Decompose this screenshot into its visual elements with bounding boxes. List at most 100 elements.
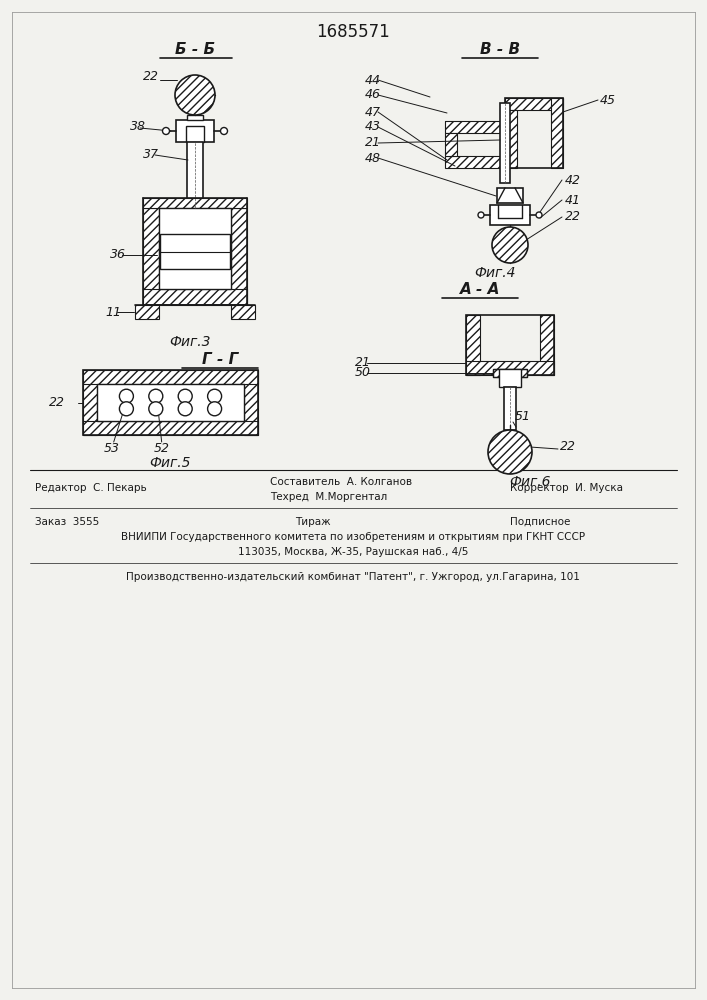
Circle shape (148, 389, 163, 403)
Bar (504, 387, 516, 430)
Bar (231, 208, 247, 305)
Bar (493, 369, 527, 377)
Text: 43: 43 (365, 120, 381, 133)
Bar (231, 305, 255, 319)
Bar (83, 421, 258, 435)
Circle shape (148, 402, 163, 416)
Text: В - В: В - В (480, 42, 520, 57)
Text: 36: 36 (110, 248, 126, 261)
Bar (143, 198, 247, 208)
Text: 46: 46 (365, 89, 381, 102)
Bar (505, 98, 563, 110)
Bar (445, 133, 457, 156)
Text: 44: 44 (365, 74, 381, 87)
Text: 51: 51 (515, 410, 531, 424)
Bar (505, 110, 517, 168)
Text: 21: 21 (355, 357, 371, 369)
Bar (505, 110, 517, 168)
Bar (83, 370, 258, 384)
Bar (213, 394, 216, 398)
Bar (143, 208, 159, 305)
Circle shape (488, 430, 532, 474)
Text: Производственно-издательский комбинат "Патент", г. Ужгород, ул.Гагарина, 101: Производственно-издательский комбинат "П… (126, 572, 580, 582)
Circle shape (536, 212, 542, 218)
Bar (83, 370, 258, 384)
Text: 50: 50 (355, 366, 371, 379)
Bar (213, 407, 216, 411)
Text: Фиг.5: Фиг.5 (149, 456, 191, 470)
Text: 41: 41 (565, 194, 581, 207)
Bar (490, 205, 530, 225)
Bar (143, 289, 247, 305)
Bar (244, 370, 258, 435)
Circle shape (221, 127, 228, 134)
Text: Тираж: Тираж (295, 517, 331, 527)
Text: 47: 47 (365, 105, 381, 118)
Bar (154, 394, 158, 398)
Bar (493, 369, 527, 377)
Bar (445, 156, 500, 168)
Bar (187, 115, 203, 120)
Bar (135, 305, 159, 319)
Bar (244, 370, 258, 435)
Bar (183, 394, 187, 398)
Text: 48: 48 (365, 151, 381, 164)
Bar (231, 305, 255, 319)
Circle shape (478, 212, 484, 218)
Text: 37: 37 (143, 148, 159, 161)
Bar (466, 315, 480, 375)
Bar (124, 394, 129, 398)
Bar (176, 120, 214, 142)
Text: 52: 52 (153, 442, 170, 456)
Circle shape (178, 389, 192, 403)
Bar (97, 384, 244, 421)
Bar (445, 156, 500, 168)
Circle shape (119, 402, 134, 416)
Text: 42: 42 (565, 174, 581, 186)
Bar (499, 369, 521, 387)
Text: 22: 22 (565, 211, 581, 224)
Bar (83, 370, 97, 435)
Circle shape (208, 402, 221, 416)
Bar (466, 361, 554, 375)
Bar (505, 98, 563, 168)
Circle shape (163, 127, 170, 134)
Text: Редактор  С. Пекарь: Редактор С. Пекарь (35, 483, 147, 493)
Bar (505, 98, 563, 110)
Bar (540, 315, 554, 375)
Bar (124, 407, 129, 411)
Bar (497, 188, 523, 203)
Bar (445, 133, 457, 156)
Text: Фиг.6: Фиг.6 (509, 475, 551, 489)
Bar (466, 361, 554, 375)
Bar (183, 407, 187, 411)
Text: Подписное: Подписное (510, 517, 571, 527)
Bar (83, 370, 97, 435)
Bar (551, 98, 563, 168)
Text: 45: 45 (600, 94, 616, 106)
Bar (187, 142, 203, 208)
Text: 53: 53 (104, 442, 119, 456)
Bar (551, 98, 563, 168)
Text: Корректор  И. Муска: Корректор И. Муска (510, 483, 623, 493)
Text: 22: 22 (560, 440, 576, 454)
Circle shape (492, 227, 528, 263)
Bar (160, 234, 230, 269)
Bar (540, 315, 554, 375)
Text: Б - Б: Б - Б (175, 42, 215, 57)
Bar (143, 198, 247, 208)
Bar (135, 305, 159, 319)
Text: Г - Г: Г - Г (201, 353, 238, 367)
Bar (186, 126, 204, 142)
Text: 22: 22 (143, 70, 159, 84)
Text: ВНИИПИ Государственного комитета по изобретениям и открытиям при ГКНТ СССР: ВНИИПИ Государственного комитета по изоб… (121, 532, 585, 542)
Circle shape (119, 389, 134, 403)
Bar (83, 370, 258, 435)
Bar (493, 369, 527, 377)
Circle shape (175, 75, 215, 115)
Text: 22: 22 (49, 396, 65, 410)
Bar (466, 315, 554, 375)
Text: Фиг.3: Фиг.3 (169, 335, 211, 349)
Text: 38: 38 (130, 119, 146, 132)
Bar (154, 407, 158, 411)
